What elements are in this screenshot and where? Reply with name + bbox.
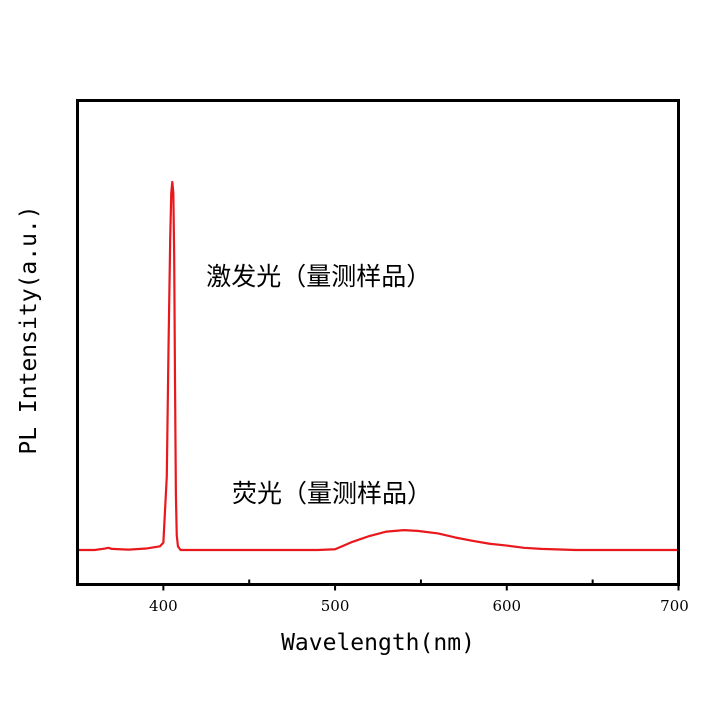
x-tick-label: 700 (660, 597, 689, 615)
x-tick-label: 500 (321, 597, 350, 615)
x-tick-label: 600 (492, 597, 521, 615)
plot-layer (77, 180, 679, 552)
plot-frame (76, 99, 680, 586)
x-tick-label: 400 (149, 597, 178, 615)
ticks-layer: 400 500 600 700 (76, 579, 689, 615)
excitation-light-annotation: 激发光（量测样品） (206, 262, 431, 291)
x-axis-label: Wavelength(nm) (281, 630, 475, 656)
fluorescence-annotation: 荧光（量测样品） (232, 479, 432, 508)
y-axis-label: PL Intensity(a.u.) (16, 205, 42, 454)
series-line-0 (77, 180, 679, 552)
